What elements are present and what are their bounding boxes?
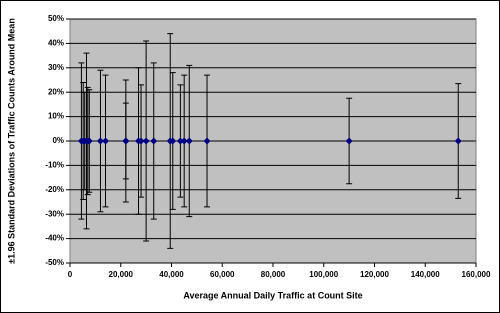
x-tick-label: 60,000 bbox=[210, 270, 235, 279]
y-tick-label: 50% bbox=[48, 14, 64, 23]
y-tick-label: 0% bbox=[52, 136, 64, 145]
y-tick-label: -50% bbox=[45, 258, 64, 267]
point bbox=[185, 137, 193, 145]
y-tick-label: 40% bbox=[48, 39, 64, 48]
y-tick-label: -20% bbox=[45, 185, 64, 194]
point bbox=[122, 137, 130, 145]
point bbox=[345, 137, 353, 145]
point bbox=[454, 137, 462, 145]
y-axis-title: ±1.96 Standard Deviations of Traffic Cou… bbox=[6, 18, 16, 264]
x-tick-label: 140,000 bbox=[411, 270, 440, 279]
point bbox=[150, 137, 158, 145]
x-tick-label: 40,000 bbox=[159, 270, 184, 279]
point bbox=[96, 137, 104, 145]
y-tick-label: -30% bbox=[45, 209, 64, 218]
x-tick-label: 100,000 bbox=[309, 270, 338, 279]
point bbox=[169, 137, 177, 145]
y-tick-label: -10% bbox=[45, 161, 64, 170]
point bbox=[85, 137, 93, 145]
y-tick-label: 10% bbox=[48, 112, 64, 121]
point bbox=[176, 137, 184, 145]
x-tick-label: 0 bbox=[68, 270, 73, 279]
x-tick-label: 160,000 bbox=[462, 270, 491, 279]
x-tick-label: 80,000 bbox=[261, 270, 286, 279]
y-tick-label: 30% bbox=[48, 63, 64, 72]
y-tick-label: -40% bbox=[45, 234, 64, 243]
x-tick-label: 120,000 bbox=[360, 270, 389, 279]
x-tick-label: 20,000 bbox=[109, 270, 134, 279]
point bbox=[203, 137, 211, 145]
y-tick-label: 20% bbox=[48, 87, 64, 96]
x-axis-title: Average Annual Daily Traffic at Count Si… bbox=[183, 290, 362, 300]
point bbox=[142, 137, 150, 145]
point bbox=[102, 137, 110, 145]
point bbox=[137, 137, 145, 145]
point bbox=[180, 137, 188, 145]
